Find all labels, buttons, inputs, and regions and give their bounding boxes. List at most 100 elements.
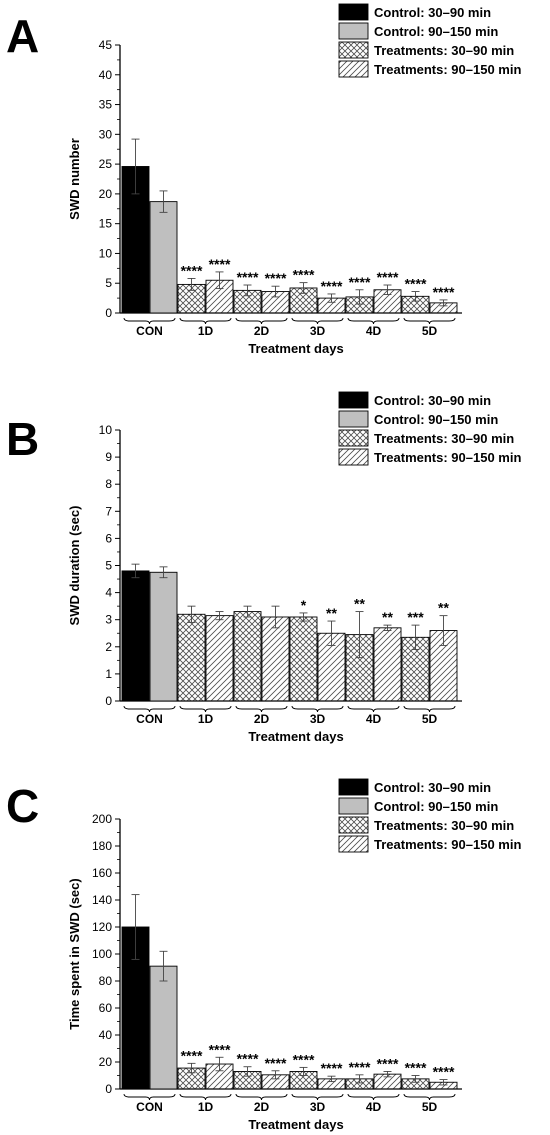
category-brace xyxy=(347,1093,400,1101)
category-brace xyxy=(235,1093,288,1101)
category-brace xyxy=(123,1093,176,1101)
y-tick-label: 0 xyxy=(105,306,112,320)
category-brace xyxy=(179,317,232,325)
significance-marker: **** xyxy=(181,1047,203,1063)
bar xyxy=(121,570,150,702)
significance-marker: ** xyxy=(438,600,449,616)
x-tick-label: 2D xyxy=(254,1100,270,1114)
x-axis-label: Treatment days xyxy=(248,1117,343,1132)
legend-swatch xyxy=(338,835,369,853)
significance-marker: **** xyxy=(349,1059,371,1075)
y-tick-label: 120 xyxy=(92,920,112,934)
legend-swatch xyxy=(338,22,369,40)
y-tick-label: 0 xyxy=(105,1082,112,1096)
legend-label: Treatments: 30–90 min xyxy=(374,431,514,446)
significance-marker: **** xyxy=(209,256,231,272)
x-tick-label: 3D xyxy=(310,1100,326,1114)
significance-marker: **** xyxy=(349,274,371,290)
y-tick-label: 20 xyxy=(99,1055,113,1069)
y-tick-label: 3 xyxy=(105,613,112,627)
x-tick-label: 5D xyxy=(422,324,438,338)
category-brace xyxy=(291,705,344,713)
significance-marker: **** xyxy=(321,278,343,294)
y-tick-label: 5 xyxy=(105,276,112,290)
y-tick-label: 0 xyxy=(105,694,112,708)
legend-swatch xyxy=(338,429,369,447)
legend-swatch xyxy=(338,3,369,21)
category-brace xyxy=(235,317,288,325)
legend-label: Control: 30–90 min xyxy=(374,393,491,408)
y-tick-label: 45 xyxy=(99,38,113,52)
y-tick-label: 160 xyxy=(92,866,112,880)
category-brace xyxy=(123,705,176,713)
legend-label: Control: 30–90 min xyxy=(374,5,491,20)
legend-swatch xyxy=(338,391,369,409)
category-brace xyxy=(123,317,176,325)
y-tick-label: 20 xyxy=(99,187,113,201)
y-tick-label: 40 xyxy=(99,68,113,82)
legend: Control: 30–90 min Control: 90–150 min Tre… xyxy=(338,3,521,78)
legend-label: Control: 90–150 min xyxy=(374,24,498,39)
y-tick-label: 40 xyxy=(99,1028,113,1042)
significance-marker: ** xyxy=(354,596,365,612)
significance-marker: *** xyxy=(407,609,424,625)
x-tick-label: CON xyxy=(136,324,163,338)
y-tick-label: 60 xyxy=(99,1001,113,1015)
y-tick-label: 180 xyxy=(92,839,112,853)
bar xyxy=(233,611,262,702)
significance-marker: **** xyxy=(237,269,259,285)
x-tick-label: 3D xyxy=(310,324,326,338)
significance-marker: **** xyxy=(405,276,427,292)
legend-swatch xyxy=(338,410,369,428)
significance-marker: **** xyxy=(293,1051,315,1067)
x-axis-label: Treatment days xyxy=(248,341,343,356)
significance-marker: **** xyxy=(433,1064,455,1080)
x-tick-label: 4D xyxy=(366,324,382,338)
legend-label: Control: 30–90 min xyxy=(374,780,491,795)
bar xyxy=(205,615,234,702)
significance-marker: **** xyxy=(265,1055,287,1071)
x-tick-label: 4D xyxy=(366,1100,382,1114)
y-tick-label: 35 xyxy=(99,98,113,112)
legend-label: Treatments: 30–90 min xyxy=(374,818,514,833)
significance-marker: * xyxy=(301,597,307,613)
legend-label: Control: 90–150 min xyxy=(374,412,498,427)
legend-swatch xyxy=(338,797,369,815)
y-tick-label: 10 xyxy=(99,423,113,437)
bar xyxy=(177,613,206,702)
panel-letter: A xyxy=(6,10,39,62)
legend-swatch xyxy=(338,41,369,59)
y-tick-label: 80 xyxy=(99,974,113,988)
x-axis-label: Treatment days xyxy=(248,729,343,744)
bar xyxy=(373,627,402,702)
x-tick-label: 5D xyxy=(422,1100,438,1114)
bar xyxy=(149,201,178,314)
significance-marker: ** xyxy=(382,609,393,625)
y-tick-label: 200 xyxy=(92,812,112,826)
y-tick-label: 9 xyxy=(105,450,112,464)
y-axis-label: SWD duration (sec) xyxy=(67,506,82,626)
panel-letter: B xyxy=(6,413,39,465)
category-brace xyxy=(291,317,344,325)
significance-marker: **** xyxy=(321,1060,343,1076)
bar xyxy=(261,616,290,702)
y-axis-label: SWD number xyxy=(67,138,82,220)
legend: Control: 30–90 min Control: 90–150 min Tre… xyxy=(338,778,521,853)
x-tick-label: 5D xyxy=(422,712,438,726)
x-tick-label: 4D xyxy=(366,712,382,726)
y-tick-label: 7 xyxy=(105,504,112,518)
x-tick-label: 1D xyxy=(198,712,214,726)
y-tick-label: 15 xyxy=(99,217,113,231)
legend-label: Treatments: 90–150 min xyxy=(374,450,521,465)
category-brace xyxy=(403,317,456,325)
significance-marker: **** xyxy=(181,262,203,278)
y-tick-label: 2 xyxy=(105,640,112,654)
category-brace xyxy=(403,1093,456,1101)
y-tick-label: 10 xyxy=(99,246,113,260)
y-axis-label: Time spent in SWD (sec) xyxy=(67,878,82,1029)
x-tick-label: CON xyxy=(136,1100,163,1114)
legend-swatch xyxy=(338,778,369,796)
y-tick-label: 30 xyxy=(99,127,113,141)
panel-a-chart: A 0 5 10 15 20 25 30 35 40 45 SWD number CON **** ***… xyxy=(6,3,521,356)
